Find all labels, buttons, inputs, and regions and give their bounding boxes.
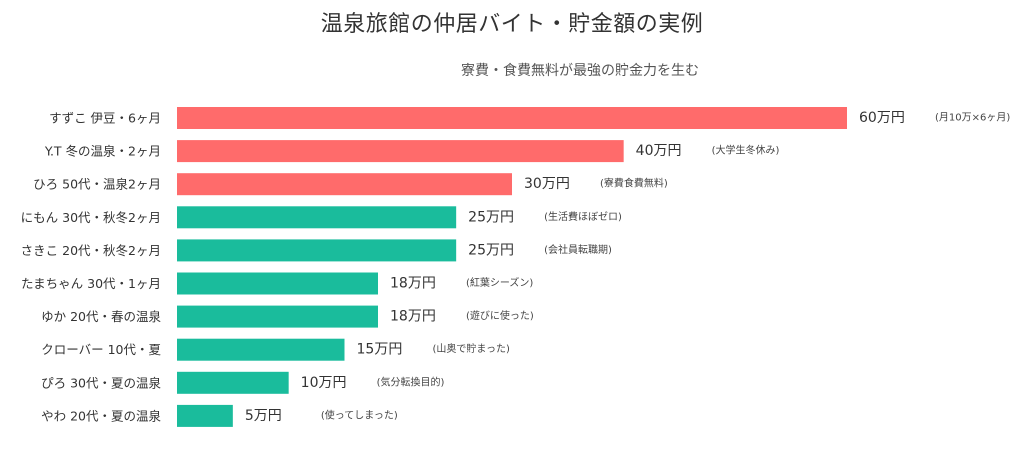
bar-row: ぴろ 30代・夏の温泉 10万円 (気分転換目的) [41,371,445,394]
bar [177,107,847,129]
value-label: 25万円 [468,209,514,225]
chart-subtitle: 寮費・食費無料が最強の貯金力を生む [461,63,699,79]
note-label: (山奥で貯まった) [433,342,511,355]
category-label: にもん 30代・秋冬2ヶ月 [21,210,161,225]
bar-row: さきこ 20代・秋冬2ヶ月 25万円 (会社員転職期) [21,239,612,262]
bar-row: Y.T 冬の温泉・2ヶ月 40万円 (大学生冬休み) [44,140,780,163]
bar [177,338,345,361]
note-label: (生活費ほぼゼロ) [544,210,622,223]
chart-title: 温泉旅館の仲居バイト・貯金額の実例 [320,12,704,37]
bar [177,404,233,427]
category-label: たまちゃん 30代・1ヶ月 [21,276,161,291]
value-label: 10万円 [301,375,347,391]
bar-row: やわ 20代・夏の温泉 5万円 (使ってしまった) [41,404,398,427]
category-label: ぴろ 30代・夏の温泉 [41,375,161,390]
bar [177,371,289,394]
category-label: さきこ 20代・秋冬2ヶ月 [21,243,161,258]
bar [177,305,378,328]
note-label: (使ってしまった) [321,408,398,421]
category-label: やわ 20代・夏の温泉 [41,408,161,423]
value-label: 18万円 [390,309,436,325]
bar [177,206,457,229]
bar [177,140,624,163]
bar-row: にもん 30代・秋冬2ヶ月 25万円 (生活費ほぼゼロ) [21,206,622,229]
bar-row: たまちゃん 30代・1ヶ月 18万円 (紅葉シーズン) [21,272,533,295]
value-label: 60万円 [859,110,905,126]
category-label: クローバー 10代・夏 [41,342,161,357]
category-label: Y.T 冬の温泉・2ヶ月 [44,144,161,159]
category-label: ゆか 20代・春の温泉 [41,309,161,324]
category-label: すずこ 伊豆・6ヶ月 [49,111,161,126]
bar [177,272,378,295]
note-label: (気分転換目的) [377,375,445,388]
note-label: (遊びに使った) [466,309,534,322]
note-label: (月10万×6ヶ月) [935,112,1010,124]
note-label: (大学生冬休み) [712,144,780,157]
value-label: 25万円 [468,242,514,258]
bar-row: ひろ 50代・温泉2ヶ月 30万円 (寮費食費無料) [33,173,668,196]
value-label: 40万円 [636,143,682,159]
bar [177,173,512,196]
value-label: 15万円 [357,342,403,358]
bar [177,239,457,262]
bar-row: すずこ 伊豆・6ヶ月 60万円 (月10万×6ヶ月) [49,107,1010,129]
category-label: ひろ 50代・温泉2ヶ月 [33,177,161,192]
note-label: (寮費食費無料) [600,177,668,190]
bar-row: クローバー 10代・夏 15万円 (山奥で貯まった) [41,338,511,361]
note-label: (会社員転職期) [544,243,612,256]
value-label: 30万円 [524,176,570,192]
note-label: (紅葉シーズン) [466,276,533,289]
value-label: 18万円 [390,276,436,292]
bar-row: ゆか 20代・春の温泉 18万円 (遊びに使った) [41,305,534,328]
value-label: 5万円 [245,408,282,424]
